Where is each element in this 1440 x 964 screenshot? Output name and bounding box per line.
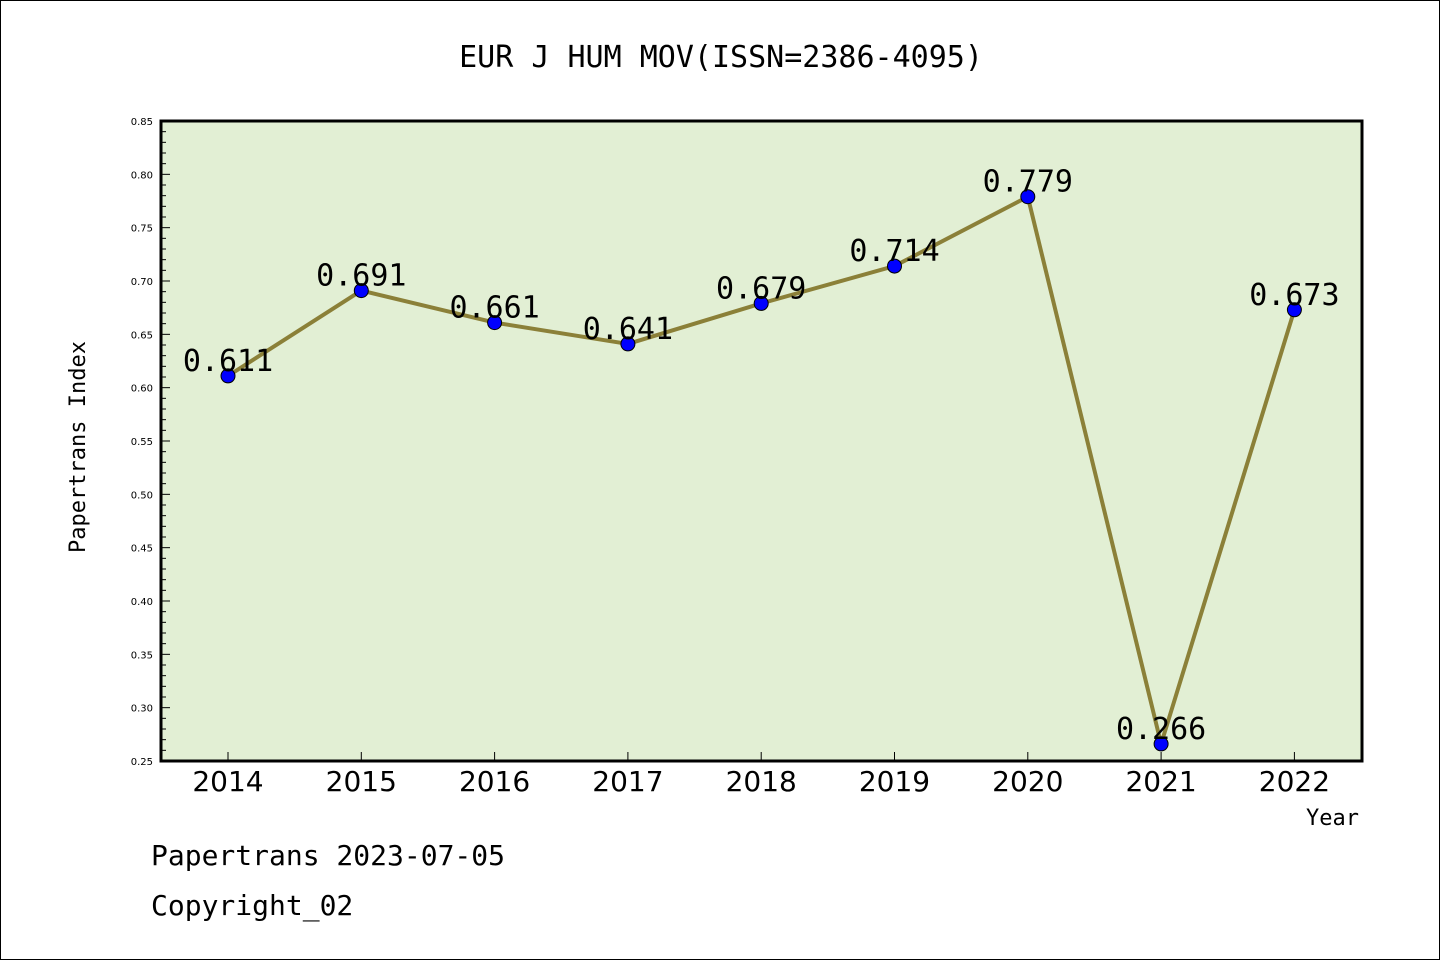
x-tick-label: 2014 <box>192 765 263 798</box>
y-tick-label: 0.70 <box>131 277 153 288</box>
y-tick-label: 0.45 <box>131 544 153 555</box>
x-tick-label: 2015 <box>326 765 397 798</box>
y-tick-label: 0.50 <box>131 490 153 501</box>
footer-copyright: Copyright_02 <box>151 889 353 923</box>
data-point <box>220 368 236 384</box>
x-axis: 2014 2015 2016 2017 2018 2019 2020 2021 2022 <box>192 752 1330 798</box>
y-tick-label: 0.60 <box>131 384 153 395</box>
y-tick-label: 0.25 <box>131 757 153 768</box>
data-label: 0.679 <box>716 271 806 306</box>
data-point <box>620 336 636 352</box>
data-label: 0.266 <box>1116 712 1206 747</box>
chart-title: EUR J HUM MOV(ISSN=2386-4095) <box>459 40 983 75</box>
y-axis-label: Papertrans Index <box>66 341 91 553</box>
y-tick-label: 0.40 <box>131 597 153 608</box>
x-tick-label: 2020 <box>992 765 1063 798</box>
x-tick-label: 2019 <box>859 765 930 798</box>
plot-border <box>159 119 1364 763</box>
x-tick-label: 2017 <box>592 765 663 798</box>
x-tick-label: 2022 <box>1259 765 1330 798</box>
y-tick-label: 0.30 <box>131 704 153 715</box>
x-tick-label: 2018 <box>726 765 797 798</box>
y-tick-label: 0.80 <box>131 170 153 181</box>
data-point <box>353 283 369 299</box>
data-label: 0.691 <box>316 259 406 294</box>
data-label: 0.673 <box>1249 278 1339 313</box>
data-point <box>1020 189 1036 205</box>
data-point <box>487 315 503 331</box>
data-label: 0.714 <box>849 234 939 269</box>
series-group: 0.611 0.691 0.661 0.641 0.679 0.714 0.779 0.266… <box>183 165 1340 752</box>
data-label: 0.661 <box>449 291 539 326</box>
data-point <box>887 258 902 274</box>
data-point <box>753 295 769 311</box>
y-tick-label: 0.75 <box>131 224 153 235</box>
x-tick-label: 2016 <box>459 765 530 798</box>
data-label: 0.779 <box>983 165 1073 200</box>
y-tick-label: 0.35 <box>131 650 153 661</box>
data-point <box>1286 302 1302 318</box>
y-tick-label: 0.85 <box>131 117 153 128</box>
x-tick-label: 2021 <box>1125 765 1196 798</box>
y-tick-label: 0.65 <box>131 330 153 341</box>
plot-area <box>161 121 1362 761</box>
y-tick-label: 0.55 <box>131 437 153 448</box>
data-label: 0.641 <box>583 312 673 347</box>
footer-date: Papertrans 2023-07-05 <box>151 839 505 872</box>
data-label: 0.611 <box>183 344 273 379</box>
data-point <box>1153 736 1169 752</box>
x-axis-label: Year <box>1306 806 1359 831</box>
